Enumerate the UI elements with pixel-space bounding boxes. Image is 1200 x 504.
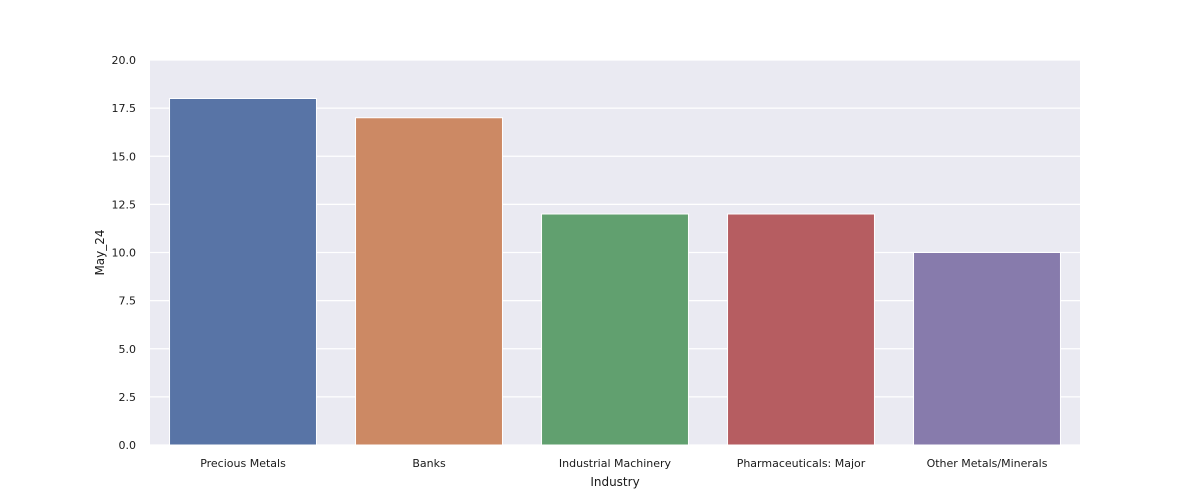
y-tick-label: 17.5	[112, 102, 137, 115]
bar-other-metals-minerals	[913, 252, 1061, 446]
y-tick-label: 0.0	[119, 439, 137, 452]
y-tick-label: 5.0	[119, 343, 137, 356]
y-tick-label: 15.0	[112, 150, 137, 163]
x-axis-ticks: Precious Metals Banks Industrial Machinery…	[200, 457, 1048, 470]
x-tick-label: Pharmaceuticals: Major	[737, 457, 866, 470]
y-tick-label: 12.5	[112, 198, 137, 211]
x-tick-label: Banks	[412, 457, 446, 470]
x-tick-label: Industrial Machinery	[559, 457, 672, 470]
x-axis-title: Industry	[590, 475, 639, 489]
y-tick-label: 7.5	[119, 295, 137, 308]
bar-banks	[355, 117, 503, 446]
y-axis-ticks: 0.0 2.5 5.0 7.5 10.0 12.5 15.0 17.5 20.0	[112, 54, 137, 452]
bar-industrial-machinery	[541, 213, 689, 446]
y-tick-label: 2.5	[119, 391, 137, 404]
x-tick-label: Other Metals/Minerals	[927, 457, 1048, 470]
y-tick-label: 20.0	[112, 54, 137, 67]
bar-pharmaceuticals-major	[727, 213, 875, 446]
bars	[169, 98, 1061, 446]
x-tick-label: Precious Metals	[200, 457, 286, 470]
y-tick-label: 10.0	[112, 247, 137, 260]
y-axis-title: May_24	[93, 229, 107, 275]
bar-precious-metals	[169, 98, 317, 446]
